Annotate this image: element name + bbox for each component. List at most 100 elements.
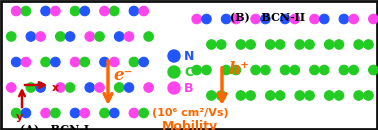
Circle shape	[85, 83, 94, 92]
Circle shape	[110, 6, 119, 16]
Circle shape	[354, 91, 363, 100]
Circle shape	[110, 108, 119, 118]
Text: (10⁶ cm²/Vs): (10⁶ cm²/Vs)	[152, 108, 228, 118]
Circle shape	[100, 57, 109, 67]
Circle shape	[129, 6, 139, 16]
Text: e⁻: e⁻	[113, 67, 132, 83]
Text: C: C	[184, 66, 193, 79]
Circle shape	[80, 57, 90, 67]
Circle shape	[275, 91, 285, 100]
Circle shape	[65, 32, 75, 41]
Text: h⁺: h⁺	[228, 61, 249, 79]
Circle shape	[115, 83, 124, 92]
Circle shape	[236, 40, 246, 49]
Text: x: x	[52, 83, 59, 93]
Circle shape	[295, 91, 305, 100]
Circle shape	[41, 108, 50, 118]
Circle shape	[354, 40, 363, 49]
Circle shape	[236, 91, 246, 100]
Circle shape	[246, 40, 256, 49]
Circle shape	[124, 32, 134, 41]
Circle shape	[251, 65, 260, 75]
Circle shape	[207, 91, 216, 100]
Circle shape	[11, 108, 21, 118]
Circle shape	[260, 14, 270, 24]
Circle shape	[364, 91, 373, 100]
Circle shape	[202, 65, 211, 75]
Circle shape	[334, 91, 344, 100]
Circle shape	[369, 65, 378, 75]
Circle shape	[80, 108, 90, 118]
Circle shape	[364, 40, 373, 49]
Circle shape	[265, 91, 275, 100]
Circle shape	[21, 57, 31, 67]
Circle shape	[70, 6, 80, 16]
Circle shape	[339, 14, 349, 24]
Circle shape	[6, 83, 16, 92]
Circle shape	[6, 32, 16, 41]
Circle shape	[144, 32, 153, 41]
Circle shape	[260, 65, 270, 75]
Circle shape	[222, 65, 231, 75]
Circle shape	[168, 50, 180, 62]
Circle shape	[290, 14, 300, 24]
Circle shape	[280, 65, 290, 75]
Circle shape	[51, 6, 60, 16]
Circle shape	[56, 32, 65, 41]
Circle shape	[26, 32, 36, 41]
Circle shape	[192, 65, 201, 75]
Text: y: y	[16, 112, 23, 122]
Circle shape	[305, 40, 314, 49]
Circle shape	[168, 66, 180, 78]
Circle shape	[26, 83, 36, 92]
Circle shape	[36, 32, 45, 41]
Circle shape	[207, 40, 216, 49]
Circle shape	[129, 108, 139, 118]
Circle shape	[290, 65, 300, 75]
Circle shape	[231, 14, 241, 24]
Circle shape	[85, 32, 94, 41]
Circle shape	[110, 57, 119, 67]
Circle shape	[51, 57, 60, 67]
Circle shape	[95, 83, 104, 92]
Circle shape	[319, 65, 329, 75]
Circle shape	[11, 6, 21, 16]
Circle shape	[36, 83, 45, 92]
Circle shape	[80, 6, 90, 16]
Circle shape	[222, 14, 231, 24]
Circle shape	[319, 14, 329, 24]
Circle shape	[56, 83, 65, 92]
Circle shape	[349, 65, 358, 75]
Circle shape	[280, 14, 290, 24]
Circle shape	[349, 14, 358, 24]
Circle shape	[144, 83, 153, 92]
Text: (A)   BCN-I: (A) BCN-I	[20, 124, 89, 130]
Circle shape	[95, 32, 104, 41]
Circle shape	[11, 57, 21, 67]
Circle shape	[275, 40, 285, 49]
Circle shape	[100, 108, 109, 118]
Circle shape	[21, 108, 31, 118]
Circle shape	[139, 57, 149, 67]
Circle shape	[139, 6, 149, 16]
Text: N: N	[184, 50, 194, 63]
FancyBboxPatch shape	[1, 1, 377, 129]
Circle shape	[369, 14, 378, 24]
Text: (B)   BCN-II: (B) BCN-II	[230, 12, 305, 23]
Circle shape	[324, 91, 334, 100]
Circle shape	[70, 57, 80, 67]
Circle shape	[231, 65, 241, 75]
Circle shape	[246, 91, 256, 100]
Circle shape	[124, 83, 134, 92]
Circle shape	[192, 14, 201, 24]
Circle shape	[65, 83, 75, 92]
Circle shape	[217, 40, 226, 49]
Circle shape	[251, 14, 260, 24]
Circle shape	[100, 6, 109, 16]
Circle shape	[339, 65, 349, 75]
Circle shape	[265, 40, 275, 49]
Circle shape	[41, 6, 50, 16]
Circle shape	[305, 91, 314, 100]
Circle shape	[51, 108, 60, 118]
Circle shape	[310, 14, 319, 24]
